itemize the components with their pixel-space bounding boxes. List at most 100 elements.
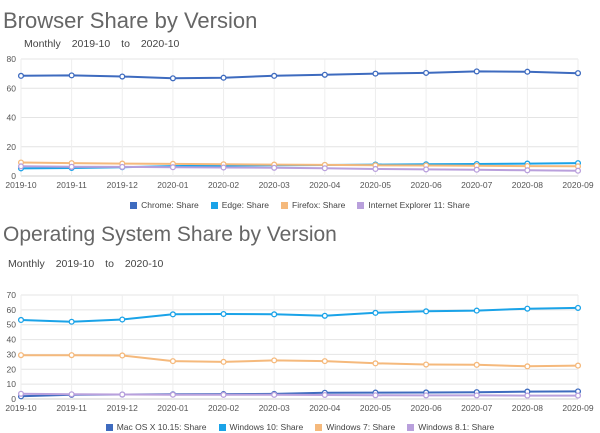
y-tick-label: 60 (7, 305, 17, 315)
legend-label: Windows 10: Share (229, 422, 304, 432)
x-tick-label: 2019-11 (56, 403, 87, 413)
x-tick-label: 2019-10 (5, 403, 36, 413)
data-point (524, 68, 531, 75)
data-point (423, 308, 430, 315)
legend-swatch (210, 202, 218, 209)
data-point (473, 68, 480, 75)
os-legend: Mac OS X 10.15: Share Windows 10: Share Wi… (0, 422, 600, 432)
data-point (574, 362, 582, 369)
legend-swatch (105, 424, 113, 431)
data-point (68, 391, 75, 398)
browser-share-chart: Browser Share by Version Monthly 2019-10… (0, 8, 600, 210)
x-tick-label: 2020-04 (309, 403, 340, 413)
series-line (20, 165, 579, 172)
legend-label: Mac OS X 10.15: Share (116, 422, 207, 432)
legend-item[interactable]: Mac OS X 10.15: Share (105, 422, 207, 432)
data-point (372, 360, 379, 367)
data-point (220, 358, 227, 365)
data-point (220, 164, 227, 171)
x-tick-label: 2020-03 (259, 180, 290, 190)
y-tick-label: 40 (7, 335, 17, 345)
series-line (20, 70, 579, 80)
data-point (271, 72, 278, 79)
date-range: Monthly 2019-10 to 2020-10 (24, 38, 187, 50)
y-tick-label: 20 (7, 142, 17, 152)
legend-item[interactable]: Windows 7: Share (315, 422, 395, 432)
data-point (169, 358, 176, 365)
data-point (372, 165, 379, 173)
legend-swatch (218, 424, 226, 431)
data-point (169, 164, 176, 171)
os-share-chart: Operating System Share by Version Monthl… (0, 218, 600, 433)
data-point (68, 163, 75, 170)
data-point (321, 71, 328, 78)
data-point (119, 391, 126, 398)
legend-item[interactable]: Windows 10: Share (218, 422, 304, 432)
data-point (524, 392, 531, 399)
x-tick-label: 2020-08 (512, 403, 543, 413)
data-point (524, 305, 531, 312)
legend-label: Internet Explorer 11: Share (368, 200, 470, 210)
data-point (524, 167, 531, 174)
data-point (17, 72, 25, 79)
os-plot-area: 0 10 20 30 40 50 60 70 2019-10 2019-11 2019-12 2020… (5, 290, 593, 413)
data-point (321, 165, 328, 172)
range-label: Monthly (24, 38, 61, 50)
x-tick-label: 2020-09 (562, 403, 593, 413)
y-tick-label: 0 (11, 171, 16, 181)
range-label: Monthly (8, 258, 45, 270)
x-tick-label: 2020-03 (259, 403, 290, 413)
data-point (574, 167, 582, 174)
chart-title: Operating System Share by Version (3, 223, 337, 246)
x-tick-label: 2020-05 (360, 180, 391, 190)
range-from: 2019-10 (71, 38, 111, 50)
data-point (119, 352, 126, 359)
data-point (119, 316, 126, 323)
data-point (321, 312, 328, 319)
legend-label: Chrome: Share (141, 200, 199, 210)
data-point (17, 316, 25, 324)
data-point (423, 69, 430, 76)
y-tick-label: 60 (7, 83, 17, 93)
y-tick-label: 70 (7, 290, 17, 300)
browser-plot-area: 0 20 40 60 80 2019-10 2019-11 2019-12 2020-01 202… (5, 54, 593, 190)
legend-item[interactable]: Chrome: Share (130, 200, 199, 210)
y-tick-label: 30 (7, 349, 17, 359)
legend-item[interactable]: Firefox: Share (281, 200, 345, 210)
data-point (321, 391, 328, 399)
data-point (524, 363, 531, 370)
range-to: 2020-10 (124, 258, 164, 270)
data-point (271, 311, 278, 318)
data-point (423, 361, 430, 368)
data-point (372, 392, 379, 399)
data-point (574, 304, 582, 311)
data-point (169, 391, 176, 398)
x-tick-label: 2020-06 (410, 403, 441, 413)
x-tick-label: 2020-04 (309, 180, 340, 190)
x-tick-label: 2020-07 (461, 180, 492, 190)
x-tick-label: 2020-07 (461, 403, 492, 413)
data-point (473, 307, 480, 314)
legend-swatch (130, 202, 138, 209)
legend-item[interactable]: Edge: Share (210, 200, 269, 210)
legend-swatch (315, 424, 323, 431)
series-line (21, 354, 579, 368)
x-tick-label: 2020-06 (410, 180, 441, 190)
browser-legend: Chrome: Share Edge: Share Firefox: Share In… (0, 200, 600, 210)
x-tick-label: 2020-08 (512, 180, 543, 190)
legend-item[interactable]: Internet Explorer 11: Share (357, 200, 470, 210)
y-tick-label: 10 (7, 379, 17, 389)
legend-item[interactable]: Windows 8.1: Share (407, 422, 494, 432)
x-tick-label: 2019-10 (5, 180, 36, 190)
x-tick-label: 2020-09 (562, 180, 593, 190)
legend-label: Windows 8.1: Share (418, 422, 495, 432)
y-tick-label: 40 (7, 113, 17, 123)
data-point (119, 163, 126, 170)
series-line (20, 161, 579, 168)
data-point (271, 357, 278, 364)
legend-swatch (407, 424, 415, 431)
data-point (17, 352, 25, 359)
date-range: Monthly 2019-10 to 2020-10 (8, 258, 171, 270)
x-tick-label: 2020-05 (360, 403, 391, 413)
y-tick-label: 50 (7, 320, 17, 330)
